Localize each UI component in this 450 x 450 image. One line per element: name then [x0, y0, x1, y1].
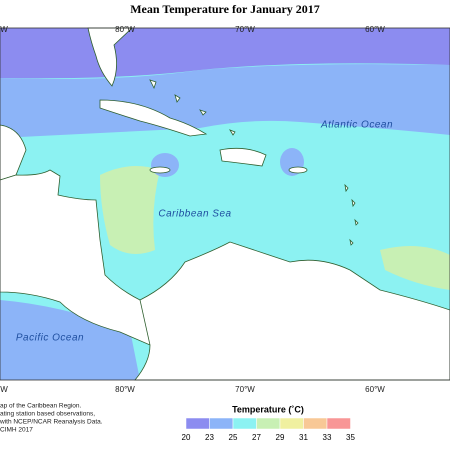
region-label: Atlantic Ocean — [320, 120, 393, 131]
florida — [87, 27, 134, 87]
footnote-line: CIMH 2017 — [0, 427, 33, 434]
longitude-label: 80°W — [115, 25, 135, 34]
longitude-label: W — [0, 25, 8, 34]
legend-swatch — [185, 417, 210, 430]
legend-title: Temperature (˚C) — [232, 404, 304, 414]
region-label: Caribbean Sea — [158, 209, 231, 220]
legend-swatch — [303, 417, 328, 430]
pacific-band — [0, 300, 140, 380]
puerto-rico — [288, 166, 308, 174]
warm-patch — [100, 166, 160, 254]
cool-patch — [151, 153, 179, 177]
legend-tick-label: 23 — [205, 433, 214, 442]
legend-swatch — [232, 417, 257, 430]
bahamas — [149, 79, 236, 136]
footnote-line: ap of the Caribbean Region. — [0, 403, 82, 410]
footnote-line: ating station based observations, — [0, 411, 95, 418]
footnote-line: with NCEP/NCAR Reanalysis Data. — [0, 419, 103, 426]
legend-tick-label: 27 — [252, 433, 261, 442]
cuba — [99, 99, 208, 137]
region-label: Pacific Ocean — [16, 333, 84, 344]
title: Mean Temperature for January 2017 — [130, 2, 320, 16]
longitude-label: 70°W — [235, 25, 255, 34]
legend-swatch — [279, 417, 304, 430]
legend-swatch — [326, 417, 351, 430]
legend-tick-label: 33 — [323, 433, 332, 442]
hispaniola — [219, 147, 267, 167]
legend-tick-label: 20 — [182, 433, 191, 442]
lesser-antilles — [344, 183, 359, 246]
legend-tick-label: 35 — [346, 433, 355, 442]
map-area: Atlantic Ocean Caribbean Sea Pacific Oce… — [0, 27, 450, 381]
map-frame — [0, 27, 450, 381]
longitude-label: 80°W — [115, 385, 135, 394]
warm-patch — [380, 246, 450, 290]
legend-swatch — [209, 417, 234, 430]
yucatan — [0, 124, 27, 181]
legend-tick-label: 31 — [299, 433, 308, 442]
longitude-label: W — [0, 385, 8, 394]
legend-swatch — [256, 417, 281, 430]
longitude-label: 60°W — [365, 385, 385, 394]
jamaica — [149, 166, 171, 174]
longitude-label: 60°W — [365, 25, 385, 34]
longitude-label: 70°W — [235, 385, 255, 394]
legend-tick-label: 25 — [229, 433, 238, 442]
legend-tick-label: 29 — [276, 433, 285, 442]
